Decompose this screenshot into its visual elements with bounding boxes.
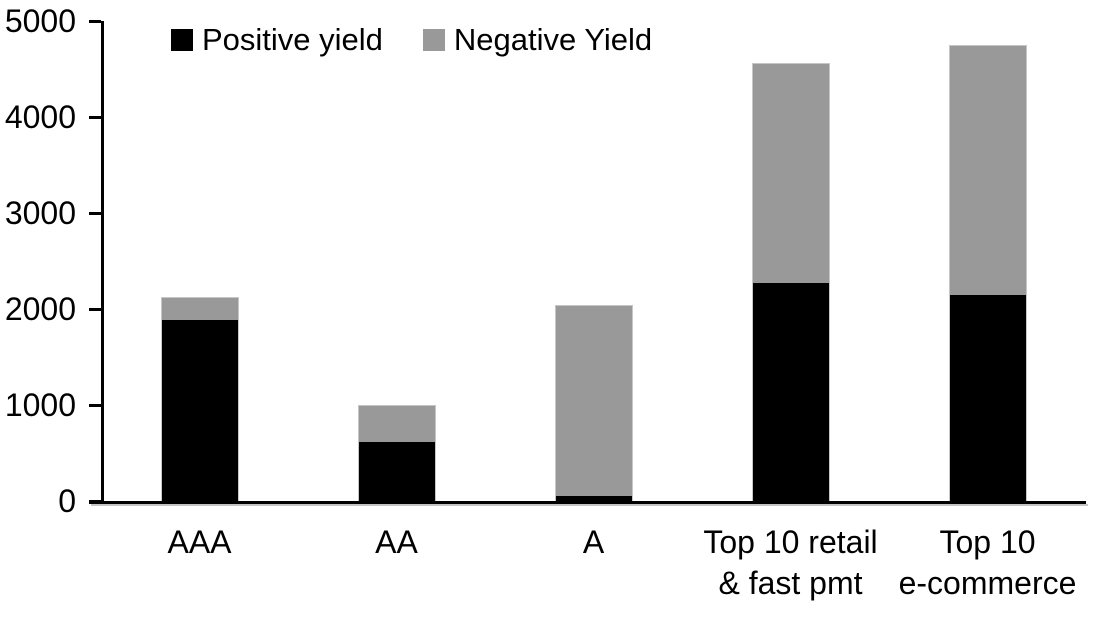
legend-item: Positive yield [171, 20, 383, 60]
bar-segment-positive [950, 295, 1026, 501]
chart-legend: Positive yield Negative Yield [171, 20, 652, 60]
y-axis-tick [89, 212, 101, 215]
x-axis-label: A [582, 524, 605, 560]
y-axis-label: 2000 [4, 291, 76, 327]
y-axis-tick [89, 116, 101, 119]
y-axis-tick [89, 500, 101, 503]
bar-segment-positive [162, 320, 238, 501]
x-axis-shadow-line [91, 504, 1088, 506]
y-axis-label: 1000 [4, 387, 76, 423]
bar-stack [161, 297, 239, 501]
legend-item: Negative Yield [422, 20, 653, 60]
bar-stack [555, 305, 633, 501]
y-axis-line [101, 21, 104, 504]
x-axis-label: Top 10 e-commerce [898, 524, 1077, 601]
bar-stack [949, 45, 1027, 501]
y-axis-label: 0 [58, 483, 76, 519]
bar-segment-positive [556, 496, 632, 501]
y-axis-label: 5000 [4, 3, 76, 39]
bar-segment-positive [753, 282, 829, 501]
y-axis-label: 4000 [4, 99, 76, 135]
bar-segment-negative [753, 64, 829, 283]
y-axis-tick [89, 308, 101, 311]
y-axis-label: 3000 [4, 195, 76, 231]
bar-segment-positive [359, 442, 435, 501]
x-axis-label: Top 10 retail & fast pmt [703, 524, 878, 601]
bar-stack [752, 63, 830, 501]
legend-swatch-positive [171, 29, 193, 51]
x-axis-line [89, 501, 1086, 504]
legend-label: Positive yield [202, 22, 383, 57]
bar-segment-negative [950, 46, 1026, 296]
bar-segment-negative [359, 406, 435, 443]
bar-segment-negative [556, 306, 632, 497]
legend-swatch-negative [422, 29, 445, 51]
y-axis-tick [89, 404, 101, 407]
bar-segment-negative [162, 298, 238, 321]
x-axis-label: AA [375, 524, 418, 560]
x-axis-label: AAA [167, 524, 232, 560]
bar-stack [358, 405, 436, 501]
legend-label: Negative Yield [453, 22, 653, 57]
y-axis-tick [89, 20, 101, 23]
